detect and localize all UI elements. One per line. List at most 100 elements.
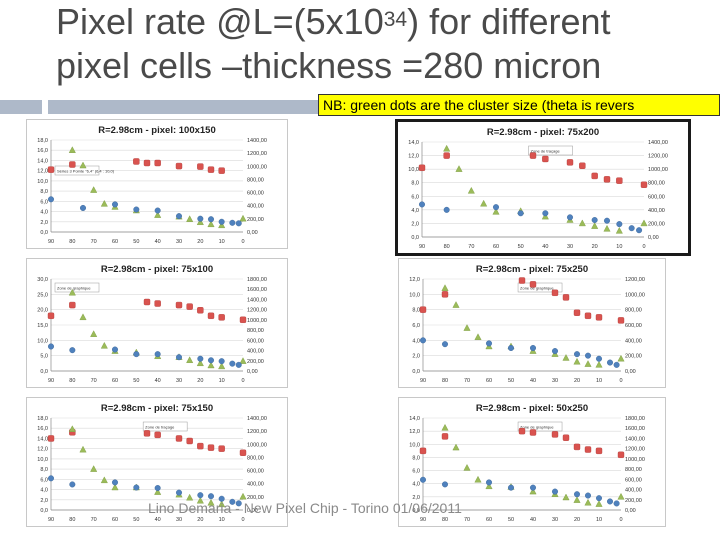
chart-title: R=2.98cm - pixel: 75x200 bbox=[487, 127, 599, 138]
title-line1-pre: Pixel rate @L=(5x10 bbox=[56, 1, 384, 42]
y-right-tick-label: 800,00 bbox=[625, 308, 642, 314]
green-triangle-point bbox=[615, 226, 623, 234]
red-square-point bbox=[186, 303, 193, 310]
y-left-tick-label: 2,0 bbox=[412, 495, 420, 501]
green-triangle-point bbox=[196, 359, 204, 367]
blue-circle-point bbox=[111, 479, 118, 486]
y-left-tick-label: 14,0 bbox=[408, 140, 419, 146]
green-triangle-point bbox=[186, 215, 194, 222]
x-tick-label: 80 bbox=[69, 378, 75, 384]
chart-panel-75x150: R=2.98cm - pixel: 75x150 0,0 2,0 4,0 6,0 8,0 1… bbox=[26, 397, 288, 527]
blue-circle-point bbox=[584, 352, 591, 359]
red-square-point bbox=[207, 312, 215, 319]
blue-circle-point bbox=[419, 201, 426, 208]
blue-circle-point bbox=[133, 351, 140, 358]
x-tick-label: 70 bbox=[91, 378, 97, 384]
green-triangle-point bbox=[90, 465, 98, 472]
blue-circle-point bbox=[175, 354, 182, 361]
x-tick-label: 30 bbox=[176, 378, 182, 384]
annotation-box bbox=[517, 421, 563, 432]
x-tick-label: 40 bbox=[155, 239, 161, 245]
x-tick-label: 60 bbox=[112, 378, 118, 384]
x-tick-label: 70 bbox=[91, 517, 97, 523]
blue-circle-point bbox=[628, 225, 635, 232]
blue-circle-point bbox=[551, 348, 558, 355]
red-square-point bbox=[518, 427, 526, 435]
x-tick-label: 60 bbox=[112, 517, 118, 523]
green-triangle-point bbox=[111, 483, 119, 491]
blue-circle-point bbox=[207, 357, 214, 364]
y-right-tick-label: 1200,00 bbox=[247, 308, 267, 314]
blue-circle-point bbox=[420, 476, 427, 483]
x-tick-label: 40 bbox=[155, 517, 161, 523]
y-right-tick-label: 1400,00 bbox=[247, 416, 267, 422]
x-tick-label: 50 bbox=[508, 517, 514, 523]
x-tick-label: 50 bbox=[133, 517, 139, 523]
chart-title: R=2.98cm - pixel: 100x150 bbox=[98, 125, 216, 136]
blue-circle-point bbox=[154, 207, 161, 214]
y-left-tick-label: 30,0 bbox=[37, 277, 48, 283]
y-right-tick-label: 800,00 bbox=[625, 467, 642, 473]
y-right-tick-label: 800,00 bbox=[247, 328, 264, 334]
y-left-tick-label: 12,0 bbox=[409, 277, 420, 283]
blue-circle-point bbox=[154, 351, 161, 358]
red-square-point bbox=[69, 301, 76, 309]
green-triangle-point bbox=[207, 498, 215, 506]
green-triangle-point bbox=[474, 333, 482, 340]
green-triangle-point bbox=[463, 464, 471, 471]
chart-svg: R=2.98cm - pixel: 100x150 0,0 2,0 4,0 6,0 8,0… bbox=[37, 125, 267, 245]
green-triangle-point bbox=[239, 214, 247, 222]
x-tick-label: 30 bbox=[176, 239, 182, 245]
y-right-tick-label: 600,00 bbox=[247, 191, 264, 197]
y-right-tick-label: 1800,00 bbox=[625, 416, 645, 422]
y-left-tick-label: 0,0 bbox=[40, 369, 48, 375]
x-tick-label: 10 bbox=[616, 244, 622, 250]
y-left-tick-label: 0,0 bbox=[40, 508, 48, 514]
blue-circle-point bbox=[606, 498, 613, 505]
red-square-point bbox=[419, 306, 427, 313]
y-right-tick-label: 1400,00 bbox=[247, 138, 267, 144]
y-left-tick-label: 4,0 bbox=[411, 208, 419, 214]
red-square-point bbox=[595, 314, 603, 321]
red-square-point bbox=[47, 435, 55, 442]
green-triangle-point bbox=[441, 284, 449, 291]
annotation-box bbox=[54, 282, 100, 293]
green-triangle-point bbox=[441, 423, 449, 431]
x-tick-label: 60 bbox=[486, 517, 492, 523]
green-triangle-point bbox=[186, 356, 194, 363]
y-left-tick-label: 10,0 bbox=[37, 179, 48, 185]
x-tick-label: 60 bbox=[486, 378, 492, 384]
green-triangle-point bbox=[218, 362, 226, 370]
x-tick-label: 50 bbox=[133, 378, 139, 384]
blue-circle-point bbox=[80, 204, 87, 211]
green-triangle-point bbox=[617, 492, 625, 500]
x-tick-label: 50 bbox=[133, 239, 139, 245]
blue-circle-point bbox=[111, 346, 118, 353]
chart-title: R=2.98cm - pixel: 75x150 bbox=[101, 403, 213, 414]
red-square-point bbox=[640, 181, 648, 188]
green-triangle-point bbox=[480, 199, 488, 207]
green-triangle-point bbox=[455, 165, 463, 172]
x-tick-label: 10 bbox=[596, 378, 602, 384]
y-right-tick-label: 800,00 bbox=[247, 177, 264, 183]
y-left-tick-label: 25,0 bbox=[37, 292, 48, 298]
red-square-point bbox=[584, 312, 592, 319]
y-right-tick-label: 200,00 bbox=[247, 495, 264, 501]
blue-circle-point bbox=[485, 340, 492, 347]
y-left-tick-label: 12,0 bbox=[37, 169, 48, 175]
green-triangle-point bbox=[207, 361, 215, 369]
y-left-tick-label: 10,0 bbox=[409, 292, 420, 298]
red-square-point bbox=[218, 314, 225, 321]
green-triangle-point bbox=[100, 476, 108, 484]
annotation-label: Zone de graphique bbox=[520, 425, 554, 430]
green-triangle-point bbox=[68, 146, 76, 153]
red-square-point bbox=[218, 445, 225, 452]
green-triangle-point bbox=[578, 219, 586, 227]
x-tick-label: 10 bbox=[596, 517, 602, 523]
chart-title: R=2.98cm - pixel: 75x100 bbox=[101, 264, 213, 275]
green-triangle-point bbox=[218, 221, 226, 229]
red-square-point bbox=[175, 301, 183, 309]
chart-svg: R=2.98cm - pixel: 75x150 0,0 2,0 4,0 6,0 8,0 1… bbox=[37, 403, 267, 523]
chart-panel-75x100: R=2.98cm - pixel: 75x100 0,0 5,0 10,0 15,0 20… bbox=[26, 258, 288, 388]
green-triangle-point bbox=[463, 324, 471, 331]
